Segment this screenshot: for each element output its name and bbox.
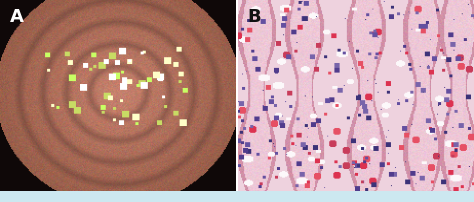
Text: B: B [248,8,262,26]
Text: A: A [9,8,23,26]
